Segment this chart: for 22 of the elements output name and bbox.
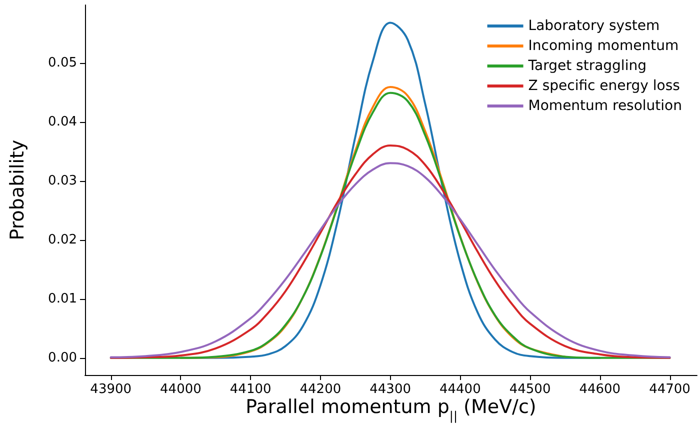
legend-label: Incoming momentum bbox=[528, 38, 679, 54]
x-tick-label: 44300 bbox=[370, 382, 411, 397]
legend-label: Laboratory system bbox=[528, 18, 660, 34]
x-tick-label: 44600 bbox=[579, 382, 621, 397]
y-axis-title: Probability bbox=[6, 140, 28, 240]
x-tick-label: 44100 bbox=[230, 382, 272, 397]
x-axis-title: Parallel momentum p$_{||}$ (MeV/c) bbox=[246, 396, 536, 423]
legend-label: Momentum resolution bbox=[528, 98, 682, 114]
x-tick-label: 43900 bbox=[90, 382, 132, 397]
x-tick-label: 44700 bbox=[649, 382, 690, 397]
x-tick-label: 44400 bbox=[439, 382, 481, 397]
y-tick-label: 0.04 bbox=[48, 114, 77, 130]
y-tick-label: 0.02 bbox=[48, 232, 77, 248]
y-tick-label: 0.01 bbox=[48, 291, 77, 306]
x-tick-label: 44000 bbox=[160, 382, 202, 397]
x-tick-label: 44200 bbox=[300, 382, 342, 397]
legend-label: Z specific energy loss bbox=[528, 78, 680, 94]
x-tick-label: 44500 bbox=[509, 382, 551, 397]
y-tick-label: 0.00 bbox=[48, 350, 77, 366]
y-tick-label: 0.05 bbox=[48, 55, 77, 70]
legend-label: Target straggling bbox=[527, 58, 646, 74]
y-tick-label: 0.03 bbox=[48, 173, 77, 188]
